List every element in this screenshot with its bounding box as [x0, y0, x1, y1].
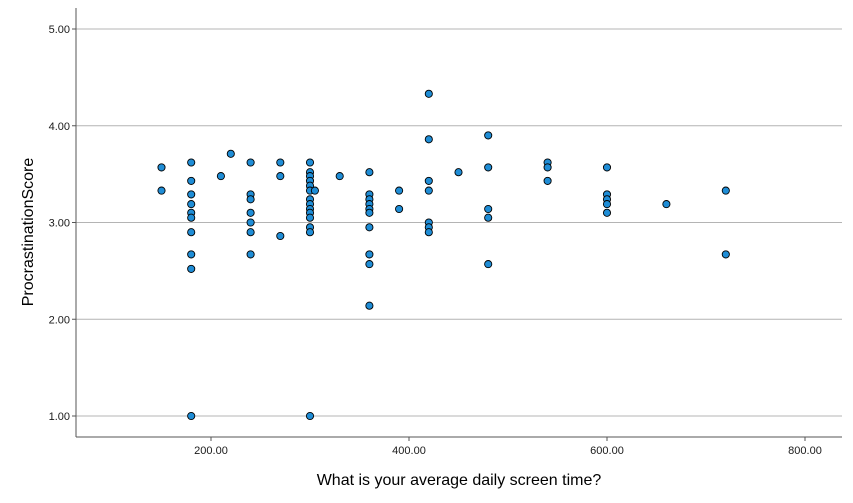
data-point — [424, 186, 433, 195]
data-point — [216, 172, 225, 181]
data-point — [157, 163, 166, 172]
data-point — [187, 264, 196, 273]
data-point — [246, 250, 255, 259]
data-point — [157, 186, 166, 195]
x-tick-label: 800.00 — [788, 445, 822, 457]
data-point — [246, 208, 255, 217]
data-point — [602, 208, 612, 217]
data-point — [365, 250, 374, 259]
data-point — [305, 228, 315, 237]
data-point — [226, 149, 235, 158]
axes — [72, 8, 842, 441]
data-point — [721, 250, 730, 259]
y-tick-label: 5.00 — [49, 24, 70, 36]
data-point — [484, 204, 493, 214]
data-point — [187, 200, 196, 209]
data-point — [365, 223, 374, 232]
data-point — [305, 411, 315, 421]
data-point — [187, 190, 196, 199]
data-point — [365, 208, 374, 217]
y-tick-labels: 1.00 2.00 3.00 4.00 5.00 — [49, 24, 70, 423]
data-point — [543, 163, 552, 172]
data-point — [484, 131, 493, 140]
data-point — [424, 135, 433, 144]
x-tick-label: 200.00 — [194, 445, 228, 457]
y-axis-title: ProcrastinationScore — [20, 158, 37, 307]
data-point — [602, 163, 612, 172]
data-point — [187, 228, 196, 237]
data-point — [187, 176, 196, 185]
data-point — [662, 200, 671, 209]
data-point — [246, 228, 255, 237]
x-tick-label: 600.00 — [590, 445, 624, 457]
x-tick-label: 400.00 — [392, 445, 426, 457]
data-point — [365, 301, 374, 310]
y-tick-label: 1.00 — [49, 411, 70, 423]
data-point — [246, 158, 255, 167]
data-point — [335, 172, 344, 181]
data-point — [276, 172, 285, 181]
data-point — [187, 411, 196, 421]
data-point — [395, 186, 404, 195]
data-point — [424, 228, 433, 237]
data-point — [395, 204, 404, 214]
data-point — [484, 260, 493, 269]
y-tick-label: 2.00 — [49, 314, 70, 326]
x-tick-labels: 200.00 400.00 600.00 800.00 — [194, 445, 822, 457]
data-point — [305, 213, 315, 222]
data-point — [721, 186, 730, 195]
data-point — [310, 186, 319, 195]
data-point — [246, 218, 255, 227]
gridlines — [76, 28, 842, 417]
data-point — [543, 176, 552, 185]
data-point — [305, 158, 315, 167]
data-point — [602, 200, 612, 209]
data-point — [424, 176, 433, 185]
data-point — [454, 168, 463, 177]
data-point — [484, 213, 493, 222]
y-tick-label: 4.00 — [49, 121, 70, 133]
data-point — [276, 158, 285, 167]
y-tick-label: 3.00 — [49, 218, 70, 230]
data-point — [187, 158, 196, 167]
data-point — [424, 89, 433, 98]
data-point — [365, 168, 374, 177]
data-point — [276, 231, 285, 241]
data-point — [246, 195, 255, 204]
data-point — [365, 260, 374, 269]
x-axis-title: What is your average daily screen time? — [317, 472, 602, 489]
data-points — [157, 89, 730, 421]
data-point — [484, 163, 493, 172]
data-point — [187, 213, 196, 222]
data-point — [187, 250, 196, 259]
